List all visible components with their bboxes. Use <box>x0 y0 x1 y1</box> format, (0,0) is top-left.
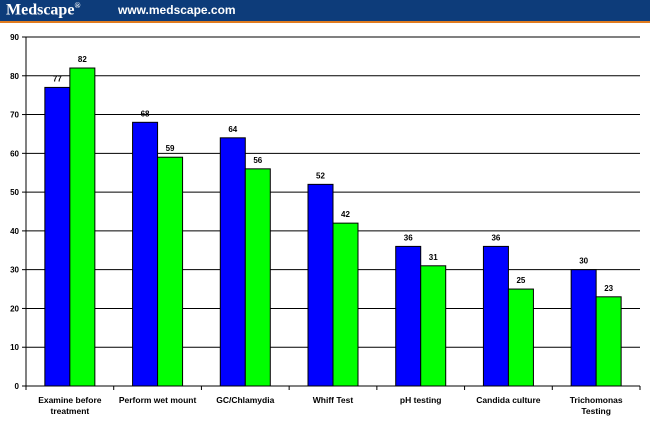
data-label: 36 <box>491 233 500 242</box>
data-label: 56 <box>253 156 262 165</box>
bar <box>332 222 359 387</box>
bar <box>395 245 422 387</box>
y-tick-label: 70 <box>10 111 19 120</box>
bar <box>307 183 334 387</box>
data-label: 59 <box>166 144 175 153</box>
bar <box>420 265 447 387</box>
bar <box>482 245 509 387</box>
data-label: 64 <box>228 125 237 134</box>
site-header: Medscape® www.medscape.com <box>0 0 650 21</box>
y-tick-label: 50 <box>10 188 19 197</box>
y-tick-label: 90 <box>10 33 19 42</box>
y-tick-label: 20 <box>10 304 19 313</box>
x-tick-label: Examine before <box>38 395 102 405</box>
bar <box>44 86 71 387</box>
x-tick-label: Testing <box>581 406 611 416</box>
bar-chart: 0 10 20 30 40 50 60 70 80 90 77 82 Examine beforetre… <box>10 33 641 416</box>
y-tick-label: 60 <box>10 149 19 158</box>
data-label: 36 <box>404 233 413 242</box>
registered-mark: ® <box>74 1 81 10</box>
bar <box>570 269 597 387</box>
y-tick-label: 40 <box>10 227 19 236</box>
data-label: 25 <box>516 276 525 285</box>
x-tick-label: pH testing <box>400 395 442 405</box>
y-tick-label: 0 <box>15 382 20 391</box>
x-tick-label: Perform wet mount <box>119 395 197 405</box>
data-label: 31 <box>429 253 438 262</box>
bar <box>595 296 622 387</box>
data-label: 82 <box>78 55 87 64</box>
data-label: 30 <box>579 257 588 266</box>
bar <box>132 121 159 387</box>
x-tick-label: Trichomonas <box>570 395 623 405</box>
bar <box>69 67 96 387</box>
bar <box>157 156 184 387</box>
bar <box>219 137 246 387</box>
bar <box>244 168 271 387</box>
medscape-logo[interactable]: Medscape® <box>6 1 80 19</box>
data-label: 68 <box>141 109 150 118</box>
x-tick-label: Whiff Test <box>313 395 354 405</box>
site-url-link[interactable]: www.medscape.com <box>118 3 236 17</box>
y-tick-label: 10 <box>10 343 19 352</box>
data-label: 77 <box>53 74 62 83</box>
data-label: 42 <box>341 210 350 219</box>
bar <box>507 288 534 387</box>
header-divider <box>0 21 650 23</box>
x-tick-label: treatment <box>50 406 89 416</box>
data-label: 52 <box>316 171 325 180</box>
logo-text: Medscape <box>6 1 75 19</box>
y-tick-label: 30 <box>10 266 19 275</box>
data-label: 23 <box>604 284 613 293</box>
y-tick-label: 80 <box>10 72 19 81</box>
x-tick-label: GC/Chlamydia <box>216 395 274 405</box>
x-tick-label: Candida culture <box>476 395 541 405</box>
